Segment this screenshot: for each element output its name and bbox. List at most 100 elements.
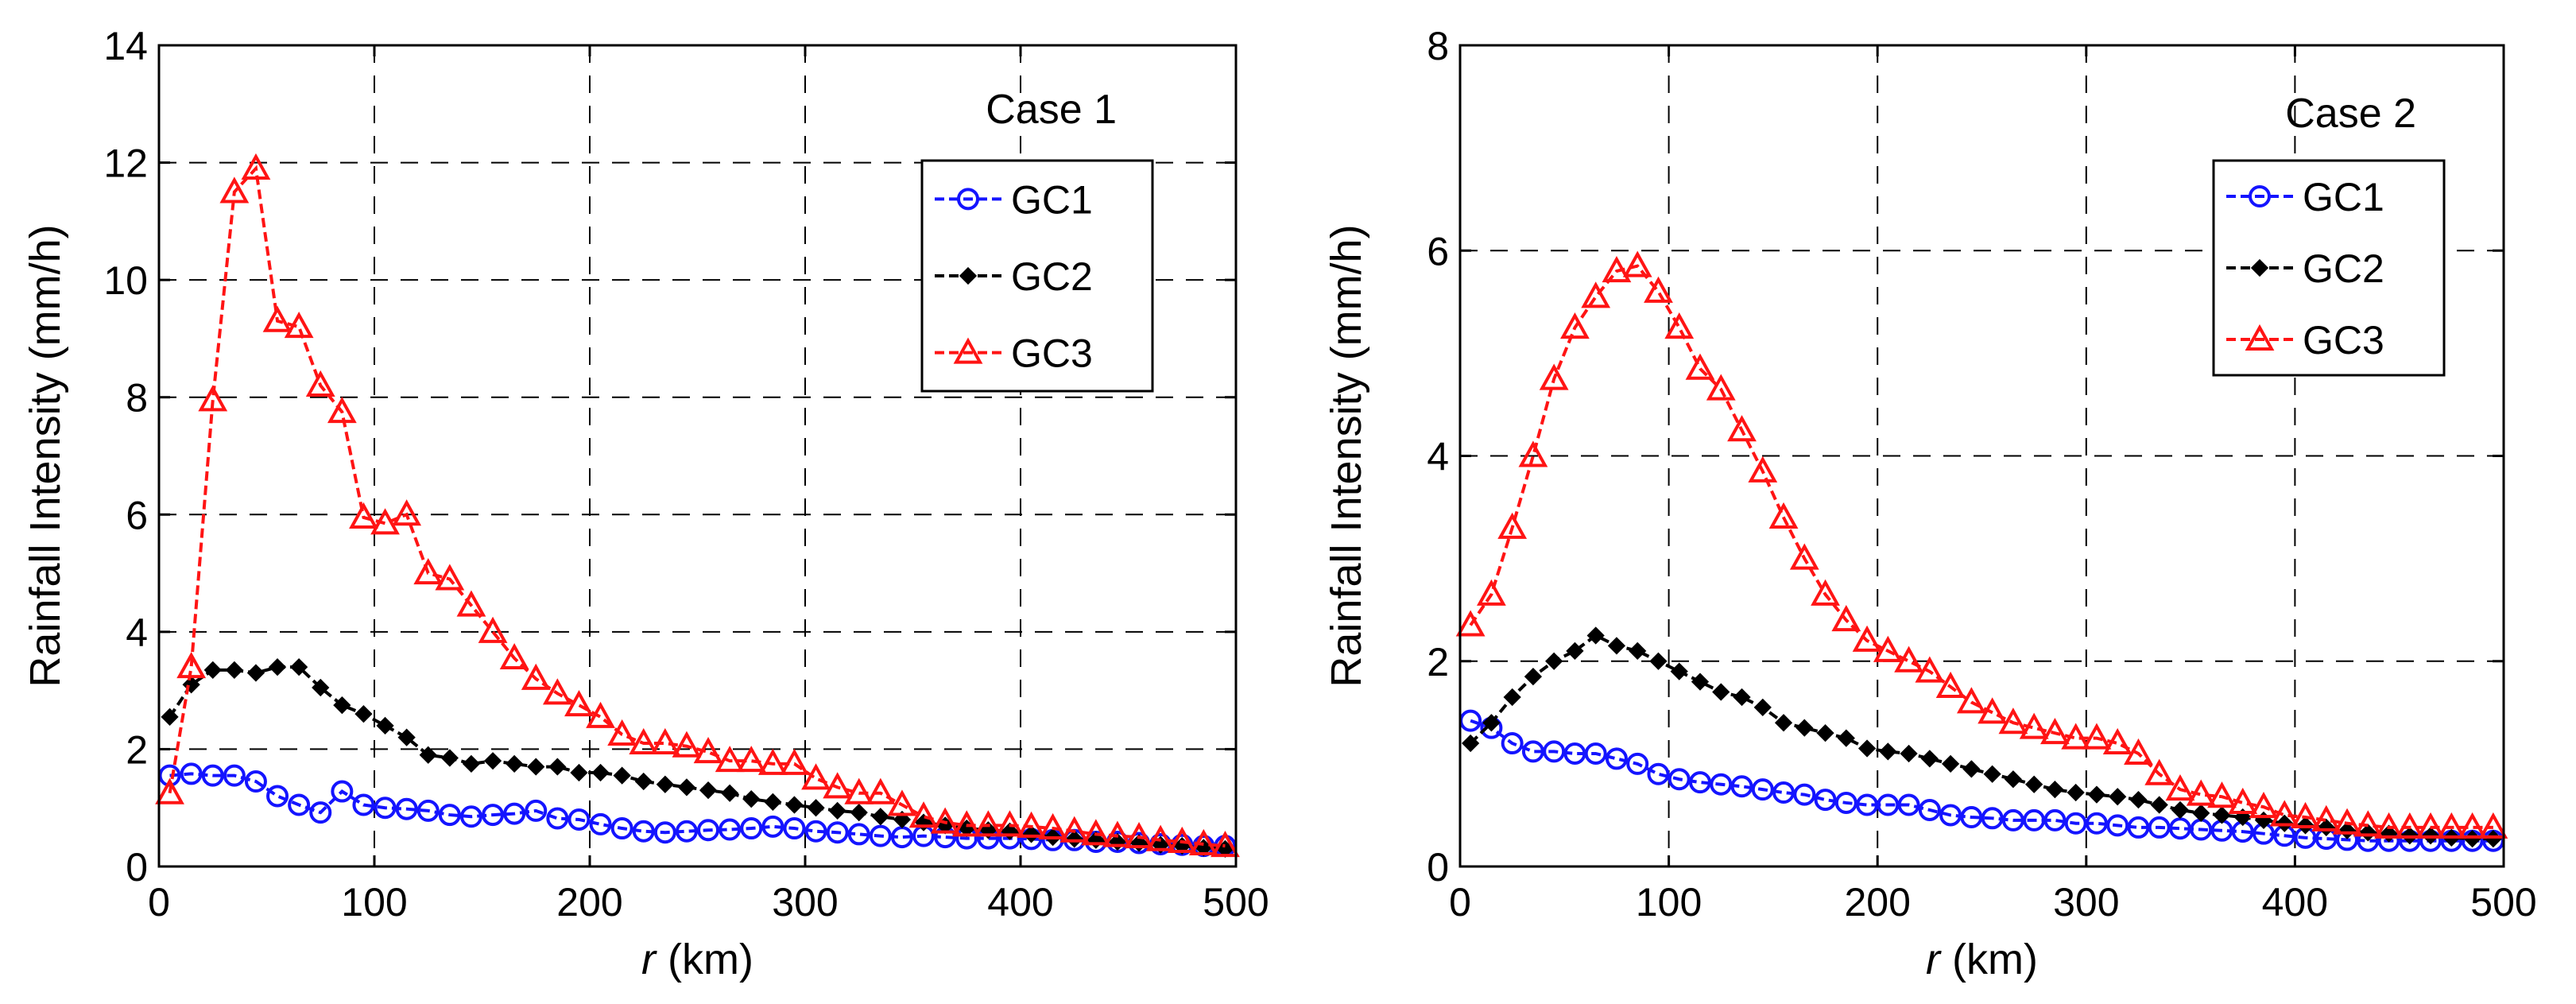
data-point-gc2 bbox=[1962, 760, 1981, 778]
data-point-gc3 bbox=[1167, 826, 1197, 854]
y-tick-label: 2 bbox=[1427, 640, 1449, 684]
data-point-gc3 bbox=[1956, 687, 1986, 714]
data-point-gc1 bbox=[847, 823, 870, 846]
data-point-gc3 bbox=[1081, 819, 1111, 846]
data-point-gc1 bbox=[2043, 808, 2067, 831]
series-line-gc3 bbox=[168, 165, 1226, 848]
data-point-gc1 bbox=[2001, 808, 2024, 831]
data-point-gc3 bbox=[2061, 723, 2091, 750]
data-point-gc1 bbox=[826, 821, 849, 844]
data-point-gc3 bbox=[1978, 697, 2008, 724]
data-point-gc3 bbox=[1581, 281, 1611, 308]
data-point-gc2 bbox=[376, 716, 394, 735]
data-point-gc1 bbox=[675, 820, 698, 843]
data-point-gc3 bbox=[650, 727, 680, 755]
data-point-gc3 bbox=[823, 772, 853, 799]
data-point-gc2 bbox=[1691, 673, 1710, 691]
data-point-gc2 bbox=[354, 705, 373, 723]
data-point-gc2 bbox=[1857, 739, 1877, 758]
x-axis-label-unit: (km) bbox=[1940, 936, 2038, 983]
data-point-gc2 bbox=[1022, 825, 1040, 843]
data-point-gc3 bbox=[2415, 812, 2446, 839]
data-point-gc3 bbox=[1811, 579, 1840, 606]
data-point-gc1 bbox=[1563, 742, 1586, 765]
data-point-gc3 bbox=[2269, 800, 2299, 827]
y-tick-label: 8 bbox=[1427, 24, 1449, 68]
data-point-gc3 bbox=[2019, 712, 2049, 739]
data-point-gc3 bbox=[1998, 707, 2028, 735]
legend-marker-gc2 bbox=[959, 266, 978, 285]
data-point-gc2 bbox=[2109, 788, 2127, 806]
data-point-gc3 bbox=[2353, 810, 2383, 837]
data-point-gc1 bbox=[2023, 808, 2046, 831]
data-point-gc1 bbox=[352, 793, 375, 816]
data-point-gc3 bbox=[2478, 812, 2508, 839]
data-point-gc2 bbox=[828, 801, 846, 820]
data-point-gc1 bbox=[1751, 778, 1774, 801]
data-point-gc3 bbox=[629, 727, 659, 755]
data-point-gc3 bbox=[2124, 738, 2153, 765]
data-point-gc3 bbox=[284, 312, 314, 339]
data-point-gc3 bbox=[1038, 812, 1068, 840]
data-point-gc3 bbox=[2102, 727, 2132, 755]
data-point-gc1 bbox=[1688, 771, 1711, 794]
data-point-gc2 bbox=[527, 758, 545, 776]
data-point-gc1 bbox=[719, 818, 742, 841]
chart-1: 0 100 200 300 400 500 0 2 4 6 8 10 12 14 r (km) Rainfal… bbox=[21, 24, 1269, 983]
y-tick-label: 14 bbox=[103, 24, 148, 68]
data-point-gc2 bbox=[785, 796, 804, 814]
data-point-gc2 bbox=[742, 790, 761, 808]
data-point-gc2 bbox=[506, 754, 524, 773]
x-tick-label: 0 bbox=[1449, 880, 1471, 925]
y-axis-label: Rainfall Intensity (mm/h) bbox=[21, 224, 69, 687]
x-tick-label: 400 bbox=[987, 880, 1053, 925]
data-point-gc3 bbox=[198, 385, 228, 412]
data-point-gc1 bbox=[632, 820, 655, 843]
data-point-gc1 bbox=[567, 808, 591, 831]
plot-frame bbox=[157, 44, 1238, 868]
data-point-gc2 bbox=[246, 664, 265, 682]
data-point-gc1 bbox=[2085, 812, 2108, 835]
x-tick-label: 200 bbox=[1844, 880, 1910, 925]
x-axis-label-var: r bbox=[641, 936, 657, 983]
legend: GC1 GC2 GC3 bbox=[2212, 159, 2446, 377]
data-point-gc1 bbox=[1501, 732, 1524, 755]
data-point-gc1 bbox=[525, 799, 548, 822]
data-point-gc3 bbox=[1748, 455, 1778, 483]
data-point-gc3 bbox=[1602, 255, 1632, 283]
data-point-gc3 bbox=[370, 508, 400, 535]
data-point-gc2 bbox=[548, 758, 567, 776]
data-point-gc3 bbox=[2436, 812, 2466, 839]
data-point-gc3 bbox=[219, 176, 250, 204]
data-point-gc1 bbox=[589, 812, 612, 835]
data-point-gc3 bbox=[564, 689, 594, 717]
data-point-gc1 bbox=[331, 780, 354, 803]
data-point-gc3 bbox=[693, 736, 723, 764]
data-point-gc1 bbox=[1856, 793, 1879, 816]
legend-marker-gc1 bbox=[957, 188, 979, 211]
data-point-gc1 bbox=[395, 797, 418, 820]
data-point-gc1 bbox=[201, 764, 224, 787]
data-point-gc2 bbox=[1837, 729, 1855, 747]
data-point-gc3 bbox=[1622, 250, 1652, 277]
data-point-gc3 bbox=[349, 502, 378, 529]
data-point-gc1 bbox=[740, 817, 763, 840]
legend-label-gc1: GC1 bbox=[2303, 175, 2384, 219]
data-point-gc3 bbox=[1124, 821, 1154, 849]
data-point-gc2 bbox=[225, 661, 243, 679]
data-point-gc2 bbox=[2087, 785, 2106, 804]
series-line-gc3 bbox=[1469, 264, 2493, 829]
data-point-gc1 bbox=[223, 764, 246, 787]
data-point-gc3 bbox=[586, 701, 615, 728]
data-point-gc1 bbox=[1960, 806, 1983, 829]
data-point-gc1 bbox=[610, 817, 633, 840]
data-point-gc1 bbox=[2148, 816, 2171, 839]
data-point-gc3 bbox=[1476, 579, 1506, 606]
data-point-gc1 bbox=[1730, 775, 1753, 798]
data-point-gc1 bbox=[697, 819, 720, 842]
data-point-gc3 bbox=[2165, 774, 2195, 801]
data-point-gc1 bbox=[1877, 793, 1900, 816]
data-point-gc2 bbox=[613, 766, 631, 785]
data-point-gc1 bbox=[804, 820, 827, 843]
x-tick-label: 500 bbox=[2470, 880, 2536, 925]
